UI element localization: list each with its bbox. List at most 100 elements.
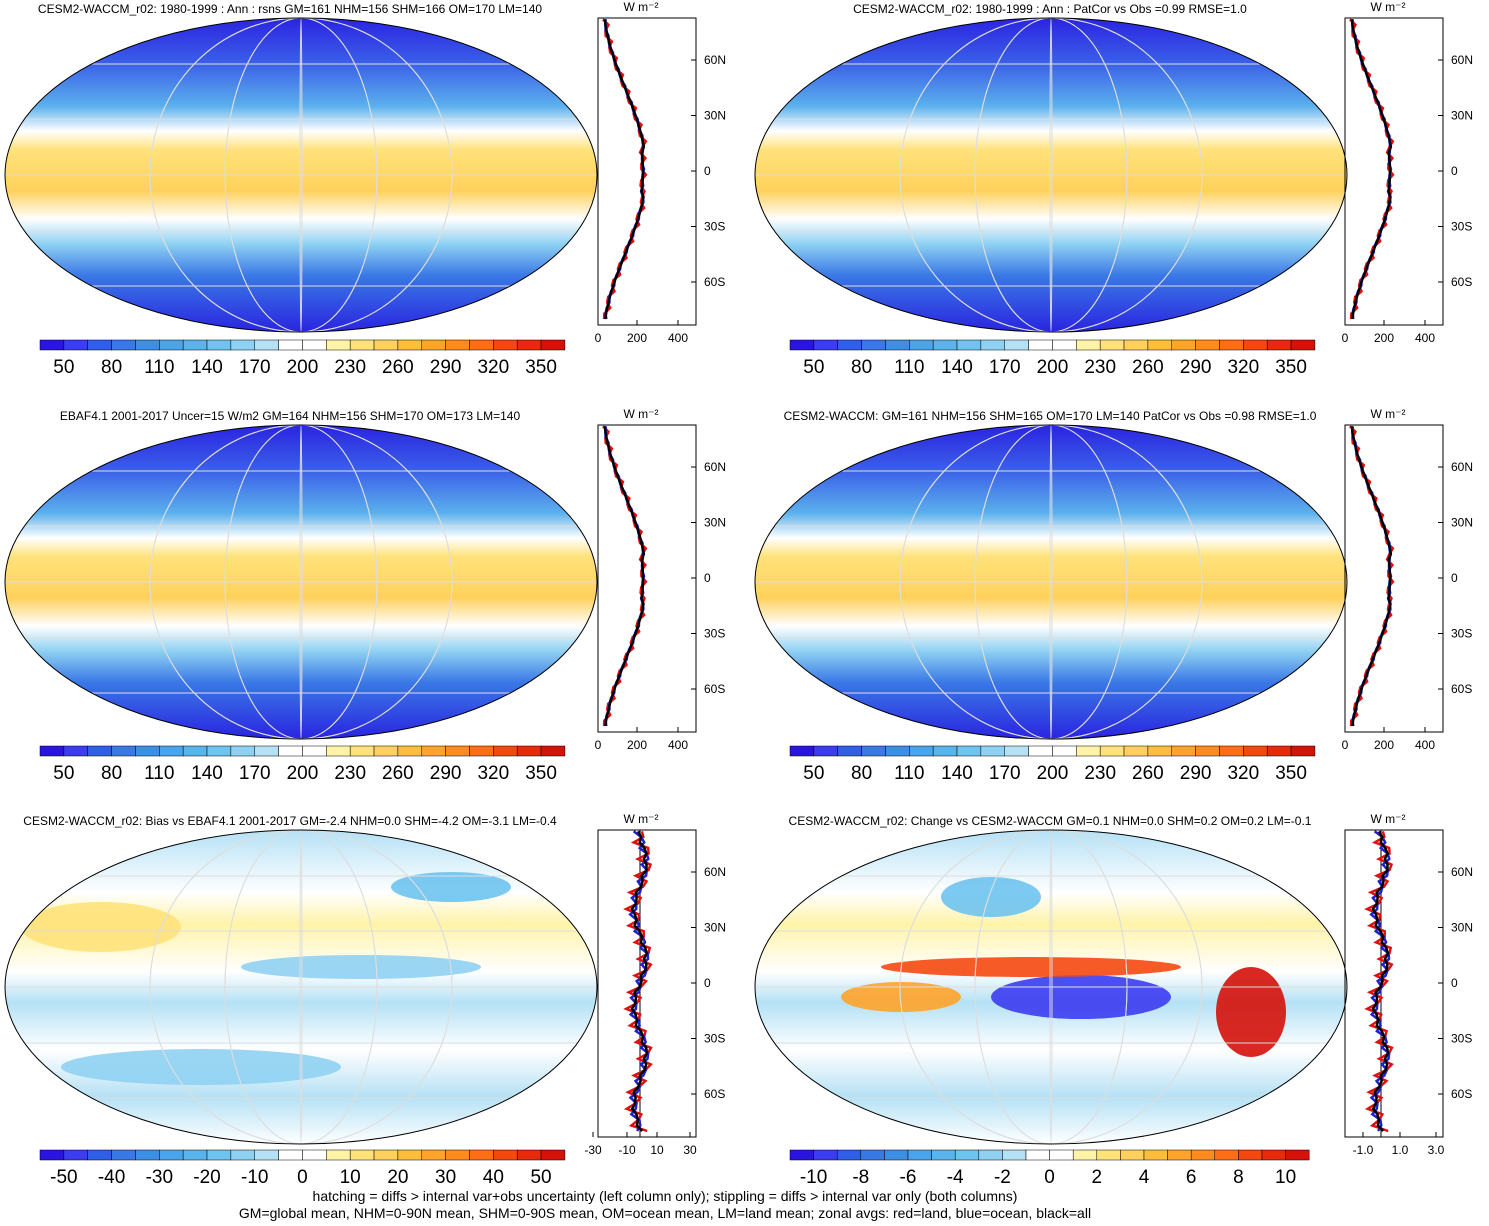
colorbar-swatch [932, 745, 958, 757]
zonal-ytick-label: 0 [1451, 976, 1458, 990]
zonal-xtick-label: 400 [1415, 738, 1435, 752]
colorbar-label: 290 [1180, 357, 1212, 378]
colorbar-label: 230 [334, 763, 366, 784]
zonal-curve [604, 426, 646, 727]
zonal-xtick-label: 0 [595, 331, 602, 345]
colorbar-swatch [1099, 339, 1125, 351]
zonal-xtick-label: 200 [627, 331, 647, 345]
zonal-unit: W m⁻² [1371, 0, 1406, 14]
colorbar-label: 40 [483, 1167, 504, 1188]
colorbar-label: 260 [382, 357, 414, 378]
colorbar-label: 50 [53, 357, 74, 378]
panel-title: CESM2-WACCM_r02: 1980-1999 : Ann : PatCo… [853, 2, 1247, 16]
colorbar-swatch [397, 745, 423, 757]
zonal-xtick-label: 200 [1374, 331, 1394, 345]
colorbar-swatch [373, 1149, 399, 1161]
colorbar-swatch [1147, 339, 1173, 351]
colorbar-label: 200 [287, 763, 319, 784]
colorbar-swatch [1195, 339, 1220, 351]
colorbar-swatch [302, 745, 327, 757]
colorbar-label: -20 [193, 1167, 220, 1188]
colorbar-swatch [1076, 339, 1101, 351]
colorbar-swatch [349, 745, 375, 757]
colorbar-label: 110 [894, 357, 924, 378]
colorbar-swatch [326, 1149, 351, 1161]
zonal-ytick-label: 30S [1451, 1032, 1472, 1046]
map-border [4, 424, 598, 740]
colorbar-swatch [885, 745, 910, 757]
zonal-xtick-label: 0 [595, 738, 602, 752]
colorbar-label: 80 [101, 763, 122, 784]
map-anomaly [941, 877, 1041, 917]
colorbar-swatch [1171, 339, 1196, 351]
zonal-curve [1371, 830, 1390, 1132]
colorbar-swatch [373, 339, 399, 351]
colorbar-swatch [206, 745, 232, 757]
zonal-ytick-label: 60S [704, 275, 725, 289]
colorbar-swatch [789, 745, 815, 757]
colorbar-swatch [111, 1149, 136, 1161]
colorbar-label: 140 [941, 763, 973, 784]
zonal-xtick-label: 30 [683, 1143, 697, 1157]
colorbar-label: 230 [1084, 357, 1116, 378]
colorbar-swatch [516, 745, 542, 757]
zonal-box [597, 17, 697, 326]
colorbar-label: 50 [803, 763, 824, 784]
colorbar-label: 350 [1275, 763, 1307, 784]
colorbar-swatch [907, 1149, 932, 1161]
map-anomaly [21, 902, 181, 952]
colorbar-label: 170 [239, 357, 271, 378]
zonal-curve [1349, 18, 1395, 320]
colorbar-swatch [1049, 1149, 1074, 1161]
zonal-ytick-label: 60N [704, 53, 726, 67]
colorbar-swatch [956, 745, 982, 757]
colorbar-swatch [884, 1149, 909, 1161]
colorbar-swatch [1123, 745, 1149, 757]
colorbar-swatch [861, 745, 886, 757]
zonal-curve [604, 19, 646, 320]
zonal-curve [630, 830, 649, 1132]
colorbar-swatch [540, 745, 566, 757]
panel: CESM2-WACCM_r02: 1980-1999 : Ann : rsns … [4, 0, 726, 378]
footer-line: hatching = diffs > internal var+obs unce… [313, 1188, 1018, 1204]
colorbar-label: 170 [239, 763, 271, 784]
colorbar-label: 260 [1132, 763, 1164, 784]
colorbar-label: -4 [947, 1167, 964, 1188]
map-anomaly [841, 982, 961, 1012]
colorbar-swatch [909, 339, 934, 351]
zonal-curve [603, 426, 646, 727]
panel-title: CESM2-WACCM_r02: Change vs CESM2-WACCM G… [789, 814, 1312, 828]
zonal-ytick-label: 30N [704, 109, 726, 123]
zonal-ytick-label: 30N [704, 921, 726, 935]
colorbar-label: 0 [297, 1167, 308, 1188]
colorbar-swatch [980, 745, 1005, 757]
colorbar-swatch [837, 745, 862, 757]
colorbar-label: 170 [989, 763, 1021, 784]
colorbar-swatch [1219, 745, 1244, 757]
colorbar-swatch [159, 339, 184, 351]
zonal-unit: W m⁻² [624, 0, 659, 14]
colorbar-swatch [978, 1149, 1003, 1161]
zonal-curve [602, 18, 648, 320]
colorbar-swatch [1261, 1149, 1286, 1161]
colorbar-label: -10 [800, 1167, 827, 1188]
colorbar-swatch [254, 1149, 279, 1161]
colorbar-label: -10 [241, 1167, 268, 1188]
footer-line: GM=global mean, NHM=0-90N mean, SHM=0-90… [239, 1205, 1091, 1221]
colorbar-label: 6 [1186, 1167, 1197, 1188]
zonal-ytick-label: 30N [1451, 516, 1473, 530]
colorbar-swatch [1243, 745, 1268, 757]
colorbar-swatch [1002, 1149, 1027, 1161]
colorbar-swatch [469, 339, 494, 351]
colorbar-swatch [1004, 339, 1029, 351]
zonal-ytick-label: 30N [1451, 921, 1473, 935]
colorbar-swatch [254, 745, 279, 757]
colorbar-swatch [445, 339, 470, 351]
colorbar-swatch [87, 1149, 112, 1161]
panel: CESM2-WACCM_r02: 1980-1999 : Ann : PatCo… [754, 0, 1473, 378]
colorbar-swatch [1290, 339, 1316, 351]
map-anomaly [881, 957, 1181, 977]
zonal-ytick-label: 60S [1451, 1087, 1472, 1101]
colorbar-label: 50 [803, 357, 824, 378]
